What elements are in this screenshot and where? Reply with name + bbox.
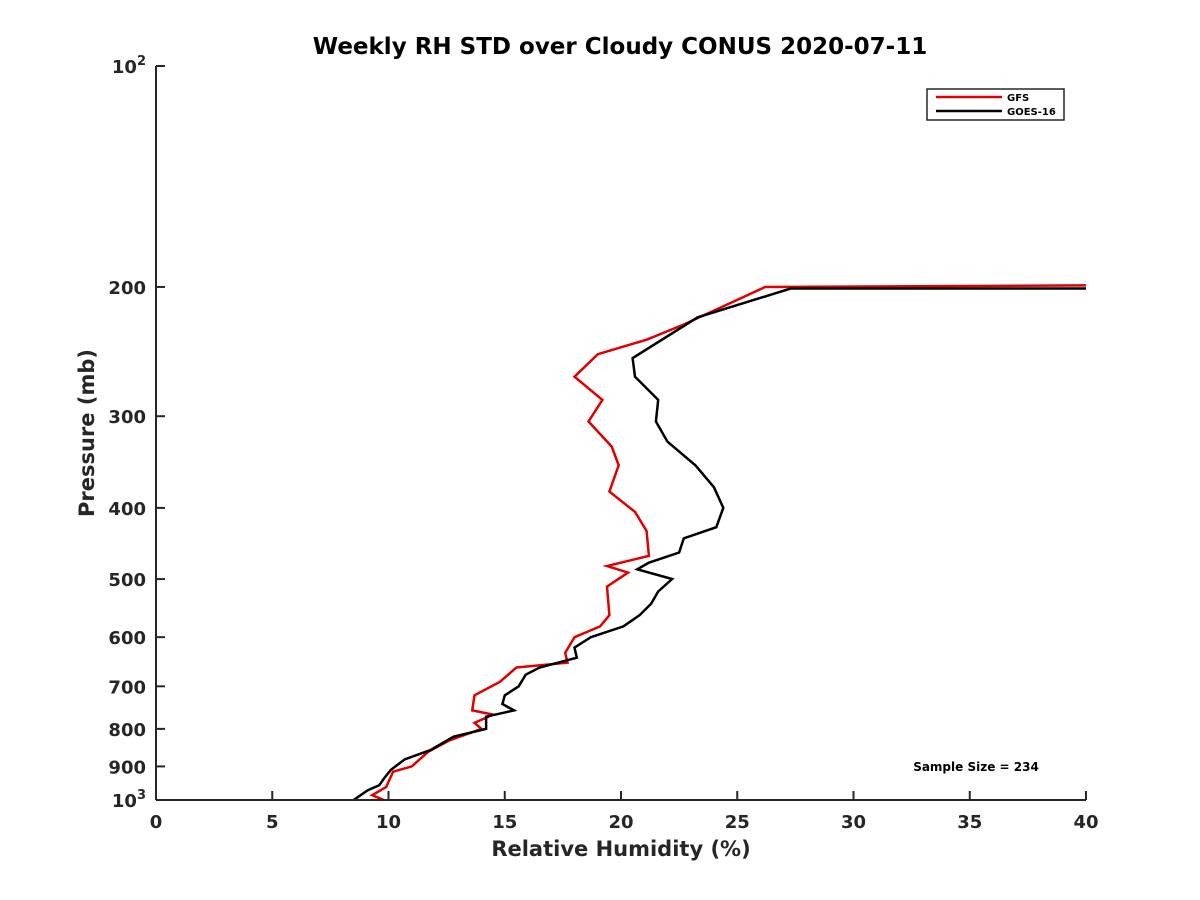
legend: GFS GOES-16 <box>926 88 1065 121</box>
y-tick-label: 400 <box>108 499 146 520</box>
y-tick-label: 500 <box>108 570 146 591</box>
x-tick-label: 10 <box>376 812 401 833</box>
x-tick-label: 20 <box>608 812 633 833</box>
x-axis-label: Relative Humidity (%) <box>491 837 750 861</box>
x-tick-label: 40 <box>1073 812 1098 833</box>
x-tick-label: 15 <box>492 812 517 833</box>
sample-size-annotation: Sample Size = 234 <box>913 760 1039 774</box>
y-ticks: 102 200 300 400 500 600 700 800 900 103 <box>108 54 165 812</box>
x-tick-label: 25 <box>725 812 750 833</box>
y-axis-label: Pressure (mb) <box>75 349 99 517</box>
series-line-goes16 <box>352 287 1086 802</box>
legend-label-gfs: GFS <box>1007 93 1029 104</box>
x-tick-label: 5 <box>266 812 279 833</box>
y-tick-label: 200 <box>108 278 146 299</box>
y-tick-label: 900 <box>108 757 146 778</box>
legend-box <box>926 88 1065 121</box>
y-tick-label: 103 <box>112 788 146 812</box>
y-tick-label: 300 <box>108 407 146 428</box>
y-tick-label: 700 <box>108 677 146 698</box>
y-tick-label: 102 <box>112 54 146 78</box>
series-line-gfs <box>369 284 1087 802</box>
x-tick-label: 0 <box>150 812 163 833</box>
legend-label-goes16: GOES-16 <box>1007 107 1056 118</box>
x-tick-label: 35 <box>957 812 982 833</box>
y-tick-label: 600 <box>108 628 146 649</box>
x-ticks: 0 5 10 15 20 25 30 35 40 <box>150 791 1099 833</box>
chart-title: Weekly RH STD over Cloudy CONUS 2020-07-… <box>313 34 927 60</box>
y-tick-label: 800 <box>108 720 146 741</box>
plot-lines <box>352 284 1087 802</box>
x-tick-label: 30 <box>841 812 866 833</box>
